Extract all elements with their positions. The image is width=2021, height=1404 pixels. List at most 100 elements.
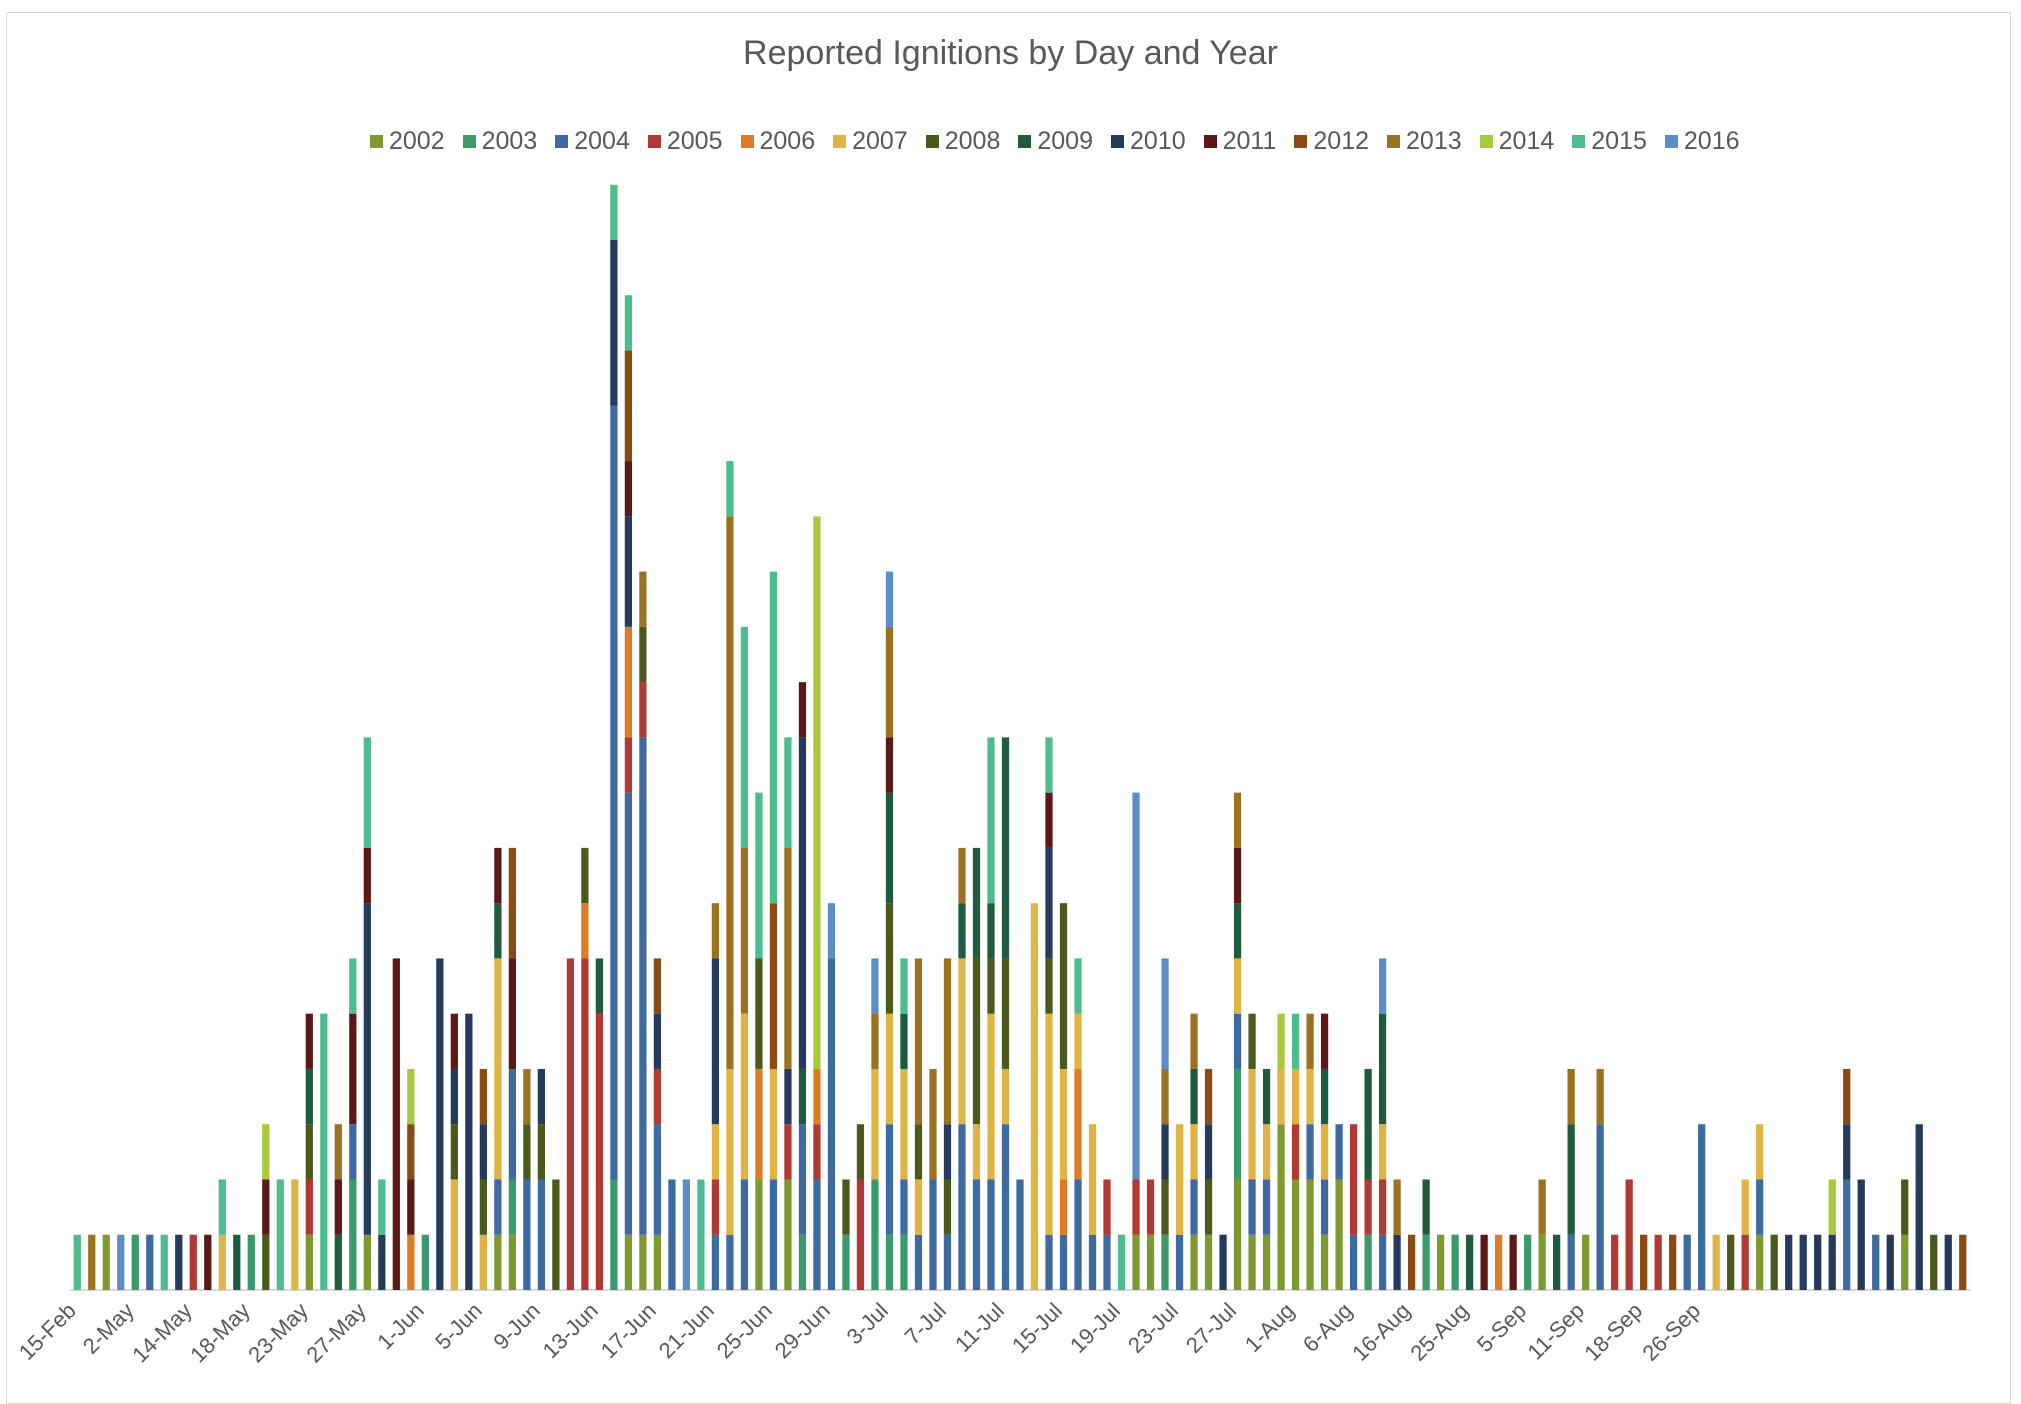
legend-swatch (1111, 134, 1124, 148)
bar-segment-2004 (900, 1179, 908, 1235)
bar-segment-2004 (943, 1234, 952, 1290)
bar-segment-2013 (88, 1234, 96, 1290)
bar-segment-2009 (1553, 1234, 1561, 1290)
bar-segment-2010 (943, 1124, 952, 1180)
bar-segment-2006 (581, 903, 589, 959)
legend-item-2006: 2006 (740, 127, 815, 156)
bar-segment-2004 (1248, 1179, 1256, 1235)
bar-segment-2009 (494, 903, 502, 959)
bar-segment-2005 (639, 682, 647, 738)
bar-segment-2006 (624, 626, 633, 738)
x-tick-label: 26-Sep (1637, 1298, 1705, 1366)
bar-segment-2008 (581, 847, 589, 904)
bar-segment-2016 (117, 1234, 125, 1290)
x-tick-label: 23-Jul (1123, 1298, 1183, 1358)
bar-segment-2013 (1306, 1013, 1314, 1069)
bar-segment-2013 (1538, 1179, 1546, 1235)
bar-segment-2009 (334, 1234, 342, 1290)
bar-segment-2011 (624, 461, 633, 517)
bar-segment-2012 (1669, 1234, 1677, 1290)
bar-segment-2007 (1262, 1124, 1271, 1180)
bar-segment-2011 (1509, 1234, 1517, 1290)
x-tick-label: 25-Jun (712, 1298, 777, 1363)
bar-segment-2010 (653, 1013, 662, 1069)
bar-segment-2006 (1059, 1179, 1068, 1235)
bar-segment-2013 (885, 626, 894, 738)
bar-segment-2011 (798, 682, 807, 738)
bar-segment-2009 (595, 958, 604, 1014)
x-tick-label: 19-Jul (1065, 1298, 1125, 1358)
bar-segment-2015 (73, 1234, 81, 1290)
bar-segment-2015 (1074, 958, 1082, 1014)
bar-segment-2004 (1843, 1179, 1851, 1290)
legend-swatch (555, 134, 569, 148)
bar-segment-2014 (262, 1124, 270, 1180)
bar-segment-2002 (755, 1179, 763, 1290)
bar-segment-2005 (1349, 1124, 1358, 1235)
bar-segment-2007 (914, 1179, 923, 1235)
bar-segment-2013 (1393, 1179, 1401, 1235)
x-tick-label: 3-Jul (842, 1298, 893, 1349)
bar-segment-2002 (1262, 1234, 1271, 1290)
bar-segment-2010 (1915, 1124, 1923, 1290)
bar-segment-2011 (407, 1179, 415, 1235)
bar-segment-2003 (1364, 1234, 1372, 1290)
bar-segment-2008 (914, 1124, 923, 1180)
legend-label: 2016 (1683, 126, 1740, 155)
bar-segment-2013 (1190, 1013, 1198, 1069)
bar-segment-2014 (1828, 1179, 1836, 1235)
bar-segment-2002 (1901, 1234, 1909, 1290)
bar-segment-2004 (1059, 1234, 1068, 1290)
bar-segment-2008 (1001, 958, 1010, 1069)
x-tick-label: 15-Jul (1007, 1298, 1067, 1358)
bar-segment-2005 (1741, 1234, 1749, 1290)
bar-segment-2005 (711, 1179, 720, 1235)
bar-segment-2004 (1016, 1179, 1024, 1290)
bar-segment-2002 (1335, 1179, 1343, 1290)
bar-segment-2004 (523, 1179, 531, 1290)
bar-segment-2004 (1596, 1124, 1604, 1290)
bar-segment-2012 (1843, 1068, 1851, 1125)
bar-segment-2009 (233, 1234, 241, 1290)
legend-swatch (1479, 134, 1493, 148)
x-tick-label: 17-Jun (596, 1298, 661, 1363)
bar-segment-2010 (798, 737, 807, 1069)
legend-item-2015: 2015 (1572, 127, 1647, 156)
legend-item-2012: 2012 (1294, 127, 1369, 156)
bar-segment-2015 (987, 737, 995, 904)
bar-segment-2008 (885, 903, 894, 1014)
x-tick-label: 27-May (301, 1298, 371, 1368)
x-tick-label: 27-Jul (1181, 1298, 1241, 1358)
bar-segment-2004 (711, 1234, 720, 1290)
bar-segment-2002 (1277, 1124, 1285, 1290)
bar-segment-2006 (1495, 1234, 1503, 1290)
legend-swatch (740, 134, 754, 148)
bar-segment-2010 (363, 903, 371, 1235)
bar-segment-2004 (349, 1124, 357, 1180)
bar-segment-2005 (1364, 1179, 1372, 1235)
bar-segment-2015 (784, 737, 792, 848)
bar-segment-2008 (943, 1179, 952, 1235)
legend-item-2011: 2011 (1203, 127, 1276, 156)
bar-segment-2006 (755, 1068, 763, 1180)
legend-label: 2009 (1037, 126, 1093, 155)
bar-segment-2008 (842, 1179, 850, 1235)
bar-segment-2002 (624, 1234, 633, 1290)
bar-segment-2010 (436, 958, 444, 1290)
bar-segment-2004 (813, 1179, 821, 1290)
bar-segment-2007 (494, 958, 502, 1180)
bar-segment-2004 (624, 792, 633, 1235)
bar-segment-2003 (900, 1234, 908, 1290)
bar-segment-2004 (610, 405, 618, 1180)
legend-swatch (462, 134, 476, 148)
bar-segment-2010 (450, 1068, 458, 1125)
bar-segment-2004 (639, 737, 647, 1235)
bar-segment-2004 (914, 1234, 923, 1290)
bar-segment-2013 (1596, 1068, 1604, 1125)
bar-segment-2010 (465, 1013, 473, 1290)
bar-segment-2009 (1378, 1013, 1387, 1125)
bar-segment-2008 (972, 958, 981, 1125)
bar-segment-2011 (334, 1179, 342, 1235)
bar-segment-2010 (1799, 1234, 1807, 1290)
bar-segment-2008 (262, 1234, 270, 1290)
